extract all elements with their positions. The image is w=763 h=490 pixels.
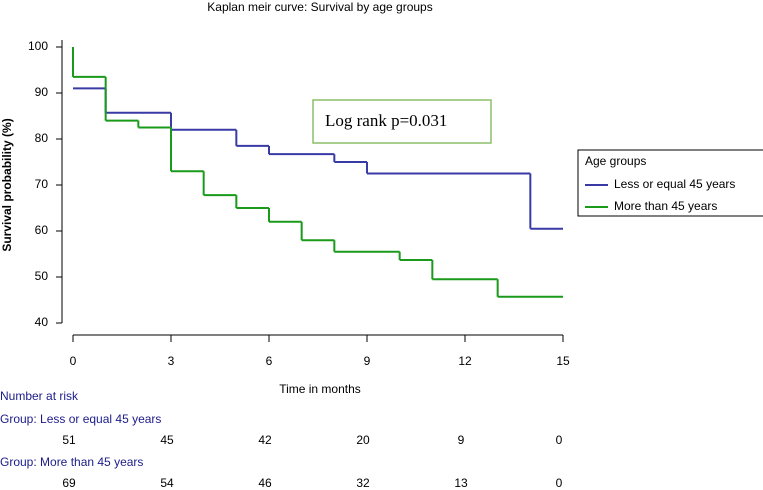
chart-title: Kaplan meir curve: Survival by age group… xyxy=(207,0,432,14)
y-axis-label: Survival probability (%) xyxy=(0,118,14,251)
risk-count: 13 xyxy=(454,476,468,490)
x-axis-label: Time in months xyxy=(279,382,361,396)
x-tick-label: 9 xyxy=(364,354,371,368)
risk-count: 54 xyxy=(160,476,174,490)
y-tick-label: 80 xyxy=(35,131,49,145)
y-tick-label: 40 xyxy=(35,315,49,329)
risk-count: 42 xyxy=(258,433,272,447)
x-tick-label: 15 xyxy=(556,354,570,368)
risk-count: 45 xyxy=(160,433,174,447)
x-tick-label: 0 xyxy=(70,354,77,368)
risk-count: 51 xyxy=(62,433,76,447)
y-tick-label: 100 xyxy=(28,39,48,53)
x-tick-label: 3 xyxy=(168,354,175,368)
risk-title: Number at risk xyxy=(0,389,79,403)
y-tick-label: 50 xyxy=(35,269,49,283)
risk-count: 69 xyxy=(62,476,76,490)
risk-count: 0 xyxy=(556,433,563,447)
annotation: Log rank p=0.031 xyxy=(325,111,447,130)
legend-title: Age groups xyxy=(585,154,646,168)
legend-box xyxy=(577,149,763,217)
risk-count: 9 xyxy=(458,433,465,447)
annotation-box xyxy=(312,99,492,144)
risk-count: 32 xyxy=(356,476,370,490)
legend-label: Less or equal 45 years xyxy=(614,177,735,191)
risk-count: 20 xyxy=(356,433,370,447)
risk-count: 46 xyxy=(258,476,272,490)
risk-group-label: Group: More than 45 years xyxy=(0,455,143,469)
y-tick-label: 60 xyxy=(35,223,49,237)
risk-count: 0 xyxy=(556,476,563,490)
x-tick-label: 6 xyxy=(266,354,273,368)
x-tick-label: 12 xyxy=(458,354,472,368)
legend-label: More than 45 years xyxy=(614,199,717,213)
y-tick-label: 70 xyxy=(35,177,49,191)
risk-group-label: Group: Less or equal 45 years xyxy=(0,412,161,426)
y-tick-label: 90 xyxy=(35,85,49,99)
